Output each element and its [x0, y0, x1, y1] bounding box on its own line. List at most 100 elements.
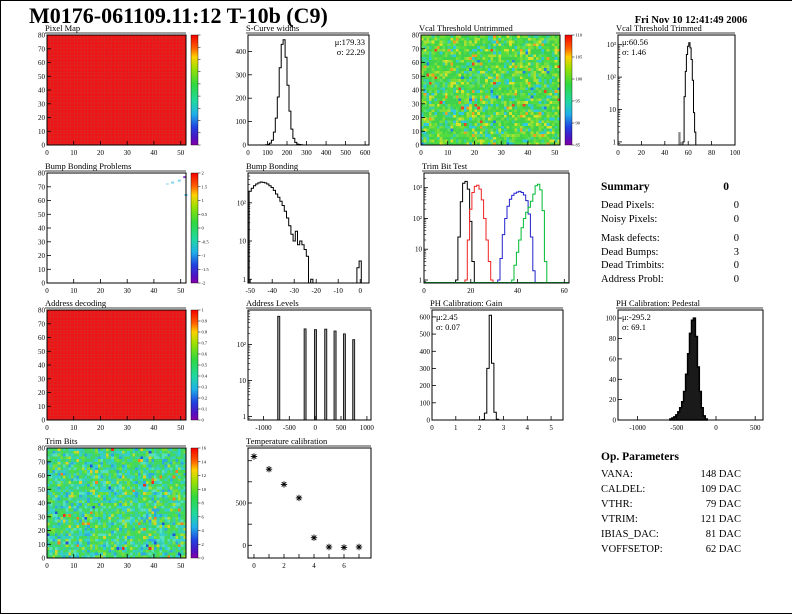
svg-text:300: 300	[236, 71, 247, 79]
svg-text:60: 60	[38, 59, 46, 67]
svg-text:70: 70	[412, 45, 420, 53]
svg-text:10: 10	[70, 562, 78, 570]
svg-text:20: 20	[97, 562, 105, 570]
summary-row: Mask defects: 0	[601, 232, 739, 246]
op-parameter-value: 121 DAC	[700, 514, 741, 525]
panel-scurve-widths: S-Curve widths 0 100 200 300 400 500 600 0 100 200…	[225, 21, 381, 159]
svg-text:Trim Bit Test: Trim Bit Test	[422, 161, 468, 171]
summary-label: Dead Pixels:	[601, 200, 655, 211]
svg-text:-10: -10	[334, 287, 344, 295]
svg-text:1: 1	[202, 198, 204, 203]
svg-text:80: 80	[38, 445, 46, 453]
svg-text:95: 95	[576, 99, 581, 104]
svg-text:0: 0	[422, 287, 426, 295]
svg-text:60: 60	[412, 59, 420, 67]
svg-text:100: 100	[606, 315, 617, 323]
svg-text:70: 70	[38, 183, 46, 191]
summary-label: Mask defects:	[601, 233, 660, 244]
svg-text:0.3: 0.3	[202, 385, 208, 390]
svg-text:30: 30	[124, 562, 132, 570]
svg-text:40: 40	[38, 87, 46, 95]
ph-pedestal-chart: PH Calibration: Pedestal -1000 -500 0 500 0 20…	[606, 298, 764, 432]
svg-text:40: 40	[38, 362, 46, 370]
op-parameter-value: 62 DAC	[705, 544, 741, 555]
svg-text:0: 0	[313, 424, 317, 432]
svg-text:0: 0	[243, 142, 247, 150]
op-parameter-label: VTHR:	[601, 499, 633, 510]
op-parameter-label: VANA:	[601, 469, 633, 480]
svg-text:μ:-295.2: μ:-295.2	[622, 312, 651, 322]
svg-text:0: 0	[42, 142, 46, 150]
svg-text:20: 20	[38, 114, 46, 122]
svg-text:Trim Bits: Trim Bits	[45, 436, 78, 446]
svg-text:Address Levels: Address Levels	[246, 298, 299, 308]
svg-text:30: 30	[124, 287, 132, 295]
svg-text:10²: 10²	[237, 199, 246, 207]
svg-text:70: 70	[38, 458, 46, 466]
svg-text:200: 200	[236, 95, 247, 103]
summary-row: Noisy Pixels: 0	[601, 213, 739, 227]
svg-text:10: 10	[415, 246, 423, 254]
panel-bump-bonding: Bump Bonding -50 -40 -30 -20 -10 0 1 10 10²	[225, 159, 381, 297]
svg-text:20: 20	[638, 149, 646, 157]
svg-text:60: 60	[38, 197, 46, 205]
svg-text:60: 60	[38, 472, 46, 480]
svg-text:-500: -500	[670, 424, 683, 432]
summary-total: 0	[723, 181, 729, 193]
svg-text:2: 2	[478, 424, 482, 432]
svg-text:85: 85	[576, 143, 581, 148]
svg-text:σ: 0.07: σ: 0.07	[436, 322, 460, 332]
svg-text:-40: -40	[268, 287, 278, 295]
svg-text:80: 80	[609, 335, 617, 343]
svg-text:10: 10	[239, 377, 247, 385]
op-parameter-label: VOFFSETOP:	[601, 544, 663, 555]
op-parameter-row: VTHR: 79 DAC	[601, 497, 741, 512]
svg-text:10: 10	[38, 128, 46, 136]
svg-text:12: 12	[202, 473, 207, 478]
svg-text:30: 30	[124, 424, 132, 432]
svg-text:0: 0	[42, 555, 46, 563]
address-levels-chart: Address Levels -1000 -500 0 500 1000 1 10 10²	[237, 298, 375, 432]
svg-text:50: 50	[38, 73, 46, 81]
svg-text:100: 100	[420, 399, 431, 407]
svg-text:Bump Bonding Problems: Bump Bonding Problems	[45, 161, 131, 171]
svg-text:Pixel Map: Pixel Map	[45, 23, 80, 33]
op-parameter-row: VOFFSETOP: 62 DAC	[601, 542, 741, 557]
svg-text:0.7: 0.7	[202, 341, 208, 346]
svg-text:6: 6	[342, 562, 346, 570]
svg-text:10³: 10³	[413, 184, 422, 192]
svg-text:30: 30	[412, 100, 420, 108]
svg-text:-1: -1	[202, 253, 206, 258]
pixel-map-chart: Pixel Map 0 10 20 30 40 50 0 10 20 30 40 50 60 70 80	[38, 23, 201, 157]
svg-text:10: 10	[38, 266, 46, 274]
svg-text:0.8: 0.8	[202, 330, 208, 335]
svg-text:100: 100	[730, 149, 741, 157]
svg-text:10²: 10²	[607, 74, 616, 82]
panel-temp-calibration: Temperature calibration 0 2 4 6 0 500	[225, 434, 383, 572]
summary-value: 0	[733, 260, 739, 271]
svg-text:10: 10	[239, 238, 247, 246]
svg-text:20: 20	[97, 287, 105, 295]
svg-text:0: 0	[42, 280, 46, 288]
svg-text:100: 100	[236, 118, 247, 126]
svg-text:0.9: 0.9	[202, 319, 208, 324]
svg-text:10: 10	[70, 287, 78, 295]
scurve-widths-chart: S-Curve widths 0 100 200 300 400 500 600 0 100 200…	[236, 23, 371, 157]
svg-text:0.4: 0.4	[202, 374, 208, 379]
temp-calibration-chart: Temperature calibration 0 2 4 6 0 500	[236, 436, 372, 570]
svg-text:0.5: 0.5	[202, 363, 208, 368]
svg-text:50: 50	[38, 211, 46, 219]
svg-text:0: 0	[42, 417, 46, 425]
summary-value: 0	[733, 233, 739, 244]
svg-text:60: 60	[685, 149, 693, 157]
svg-text:0.5: 0.5	[202, 212, 208, 217]
svg-text:10²: 10²	[237, 341, 246, 349]
svg-text:0: 0	[202, 226, 205, 231]
summary-value: 0	[733, 273, 739, 285]
svg-text:400: 400	[236, 48, 247, 56]
trim-bit-test-chart: Trim Bit Test 0 20 40 60 1 10 10² 10³	[413, 161, 570, 295]
op-parameter-row: CALDEL: 109 DAC	[601, 482, 741, 497]
summary-value: 3	[733, 246, 739, 258]
